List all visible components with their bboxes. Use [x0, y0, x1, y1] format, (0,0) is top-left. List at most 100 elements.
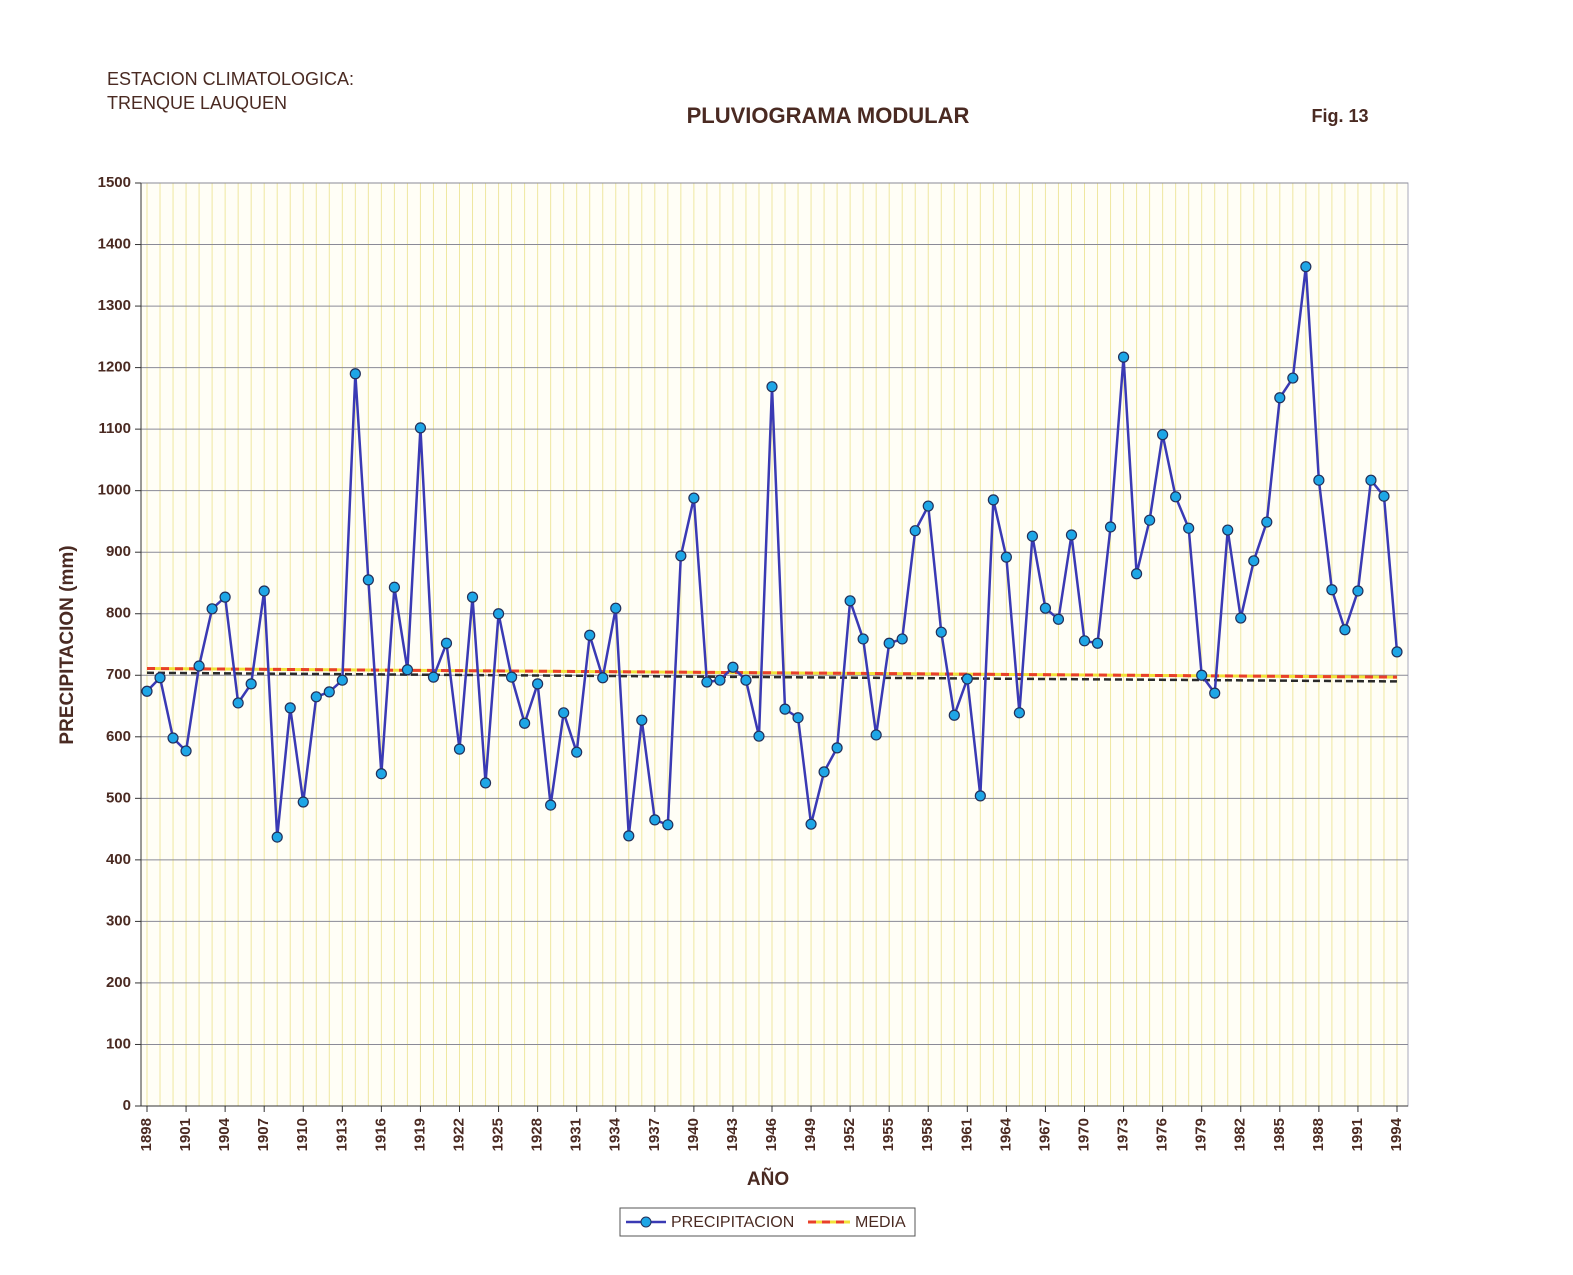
data-point — [870, 729, 882, 741]
data-point — [1209, 687, 1221, 699]
data-point — [1339, 624, 1351, 636]
data-point — [1170, 491, 1182, 503]
data-point — [1157, 429, 1169, 441]
data-point — [545, 799, 557, 811]
legend-label: PRECIPITACION — [671, 1214, 794, 1231]
data-point — [453, 743, 466, 755]
y-tick-label: 100 — [106, 1035, 131, 1052]
x-tick-label: 1988 — [1310, 1118, 1327, 1151]
x-tick-label: 1991 — [1349, 1118, 1366, 1151]
x-tick-label: 1925 — [490, 1118, 507, 1151]
x-tick-label: 1934 — [607, 1117, 624, 1151]
x-tick-label: 1949 — [802, 1118, 819, 1151]
figure-label: Fig. 13 — [1311, 106, 1368, 126]
data-point — [167, 732, 179, 744]
data-point — [1091, 637, 1104, 649]
x-tick-label: 1985 — [1271, 1118, 1288, 1151]
data-point — [766, 381, 778, 393]
data-point — [805, 818, 817, 830]
data-point — [1196, 669, 1208, 681]
x-tick-label: 1964 — [997, 1117, 1014, 1151]
x-tick-label: 1898 — [138, 1118, 155, 1151]
data-point — [701, 676, 713, 688]
data-point — [1352, 585, 1364, 597]
y-tick-label: 1000 — [98, 482, 131, 499]
x-tick-label: 1973 — [1115, 1118, 1132, 1151]
data-point — [974, 790, 986, 802]
data-point — [1000, 551, 1012, 563]
data-point — [779, 703, 791, 715]
data-point — [571, 746, 583, 758]
y-tick-label: 1200 — [98, 359, 131, 376]
data-point — [883, 637, 895, 649]
data-point — [623, 830, 635, 842]
data-point — [245, 678, 257, 690]
x-tick-label: 1910 — [294, 1118, 311, 1151]
x-tick-label: 1919 — [411, 1118, 428, 1151]
station-line: TRENQUE LAUQUEN — [107, 93, 287, 113]
data-point — [206, 603, 218, 615]
legend-marker — [640, 1216, 652, 1228]
data-point — [922, 500, 934, 512]
y-tick-label: 200 — [106, 974, 131, 991]
x-tick-label: 1943 — [724, 1118, 741, 1151]
data-point — [1117, 351, 1130, 363]
y-tick-label: 800 — [106, 605, 131, 622]
data-point — [753, 730, 765, 742]
data-point — [1248, 555, 1260, 567]
data-point — [1052, 613, 1065, 625]
x-tick-label: 1955 — [880, 1118, 897, 1151]
data-point — [336, 674, 348, 686]
data-point — [375, 768, 387, 780]
data-point — [675, 550, 687, 562]
media-line — [146, 666, 1398, 679]
data-point — [688, 492, 700, 504]
data-point — [844, 595, 856, 607]
x-tick-label: 1940 — [685, 1118, 702, 1151]
x-tick-label: 1946 — [763, 1118, 780, 1151]
data-point — [1235, 612, 1247, 624]
data-point — [284, 702, 296, 714]
data-point — [1026, 530, 1039, 542]
y-tick-label: 400 — [106, 851, 131, 868]
data-point — [414, 422, 427, 434]
station-line: ESTACION CLIMATOLOGICA: — [107, 69, 354, 89]
x-tick-label: 1907 — [255, 1118, 272, 1151]
x-tick-label: 1976 — [1154, 1118, 1171, 1151]
x-tick-label: 1967 — [1036, 1118, 1053, 1151]
data-point — [1313, 474, 1325, 486]
data-point — [1078, 635, 1091, 647]
legend-label: MEDIA — [855, 1214, 906, 1231]
data-point — [831, 742, 843, 754]
data-point — [1365, 474, 1377, 486]
data-point — [857, 633, 869, 645]
data-point — [1039, 602, 1052, 614]
x-tick-label: 1916 — [372, 1118, 389, 1151]
data-point — [1391, 646, 1403, 658]
data-point — [154, 672, 166, 684]
data-point — [1287, 372, 1299, 384]
data-point — [479, 777, 492, 789]
data-point — [388, 581, 400, 593]
data-point — [232, 697, 244, 709]
data-point — [1013, 707, 1025, 719]
x-tick-label: 1958 — [919, 1118, 936, 1151]
data-point — [219, 591, 231, 603]
data-point — [597, 672, 609, 684]
x-tick-label: 1913 — [333, 1118, 350, 1151]
y-tick-label: 0 — [123, 1097, 131, 1114]
data-point — [1104, 521, 1117, 533]
data-point — [323, 686, 335, 698]
plot-area — [140, 182, 1409, 1107]
data-point — [310, 691, 322, 703]
x-tick-label: 1982 — [1232, 1118, 1249, 1151]
data-point — [727, 661, 739, 673]
data-point — [584, 629, 596, 641]
legend: PRECIPITACION MEDIA — [619, 1207, 916, 1237]
x-tick-label: 1928 — [529, 1118, 546, 1151]
data-point — [909, 525, 921, 537]
data-point — [792, 712, 804, 724]
data-point — [505, 671, 518, 683]
data-point — [662, 819, 674, 831]
